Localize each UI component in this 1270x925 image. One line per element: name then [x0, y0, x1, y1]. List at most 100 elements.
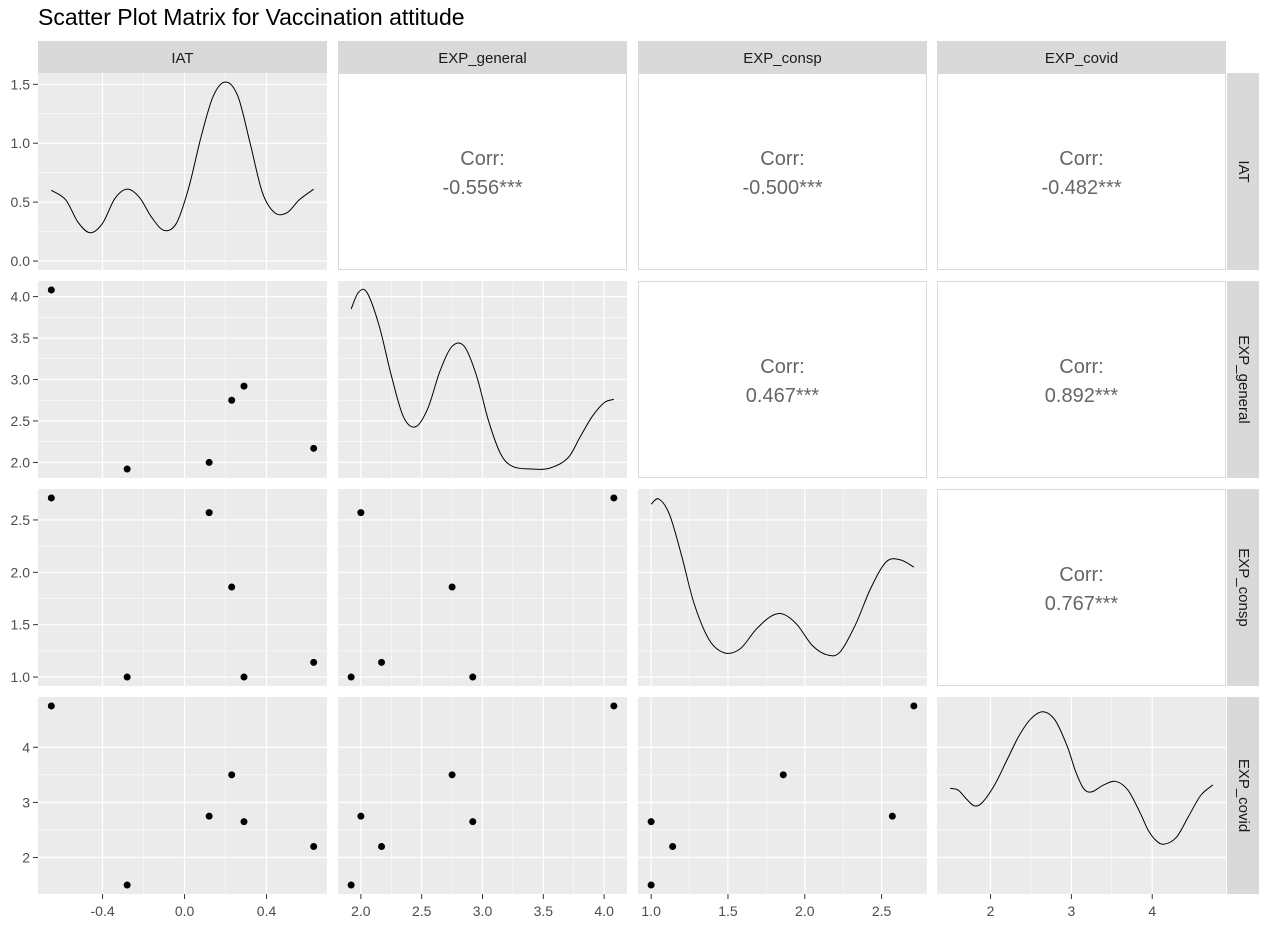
- density-line-EXP_consp: [650, 498, 915, 657]
- panel-EXP_covid-EXP_consp: [638, 697, 927, 894]
- y-tick-label: 4: [22, 739, 30, 755]
- corr-panel-bg: [937, 281, 1226, 478]
- panel-bg: [937, 697, 1226, 894]
- panel-bg: [38, 489, 327, 686]
- data-point: [448, 771, 456, 779]
- y-tick-label: 2.0: [11, 564, 31, 580]
- y-tick-label: 2.5: [11, 413, 31, 429]
- x-tick-label: 2.5: [412, 903, 432, 919]
- data-point: [123, 673, 131, 681]
- x-tick-label: 4: [1148, 903, 1156, 919]
- corr-label: Corr:: [1059, 564, 1103, 586]
- panel-bg: [38, 73, 327, 270]
- corr-value: 0.767***: [1045, 593, 1119, 615]
- panel-EXP_general-EXP_covid: Corr: 0.892***: [937, 281, 1226, 478]
- x-tick-label: 3.0: [473, 903, 493, 919]
- data-point: [240, 382, 248, 390]
- corr-panel-bg: [638, 281, 927, 478]
- corr-label: Corr:: [760, 148, 804, 170]
- x-tick-label: 4.0: [594, 903, 614, 919]
- row-strip-label: EXP_general: [1235, 335, 1252, 423]
- data-point: [205, 812, 213, 820]
- data-point: [347, 673, 355, 681]
- column-strip-label: EXP_consp: [743, 50, 821, 67]
- corr-panel-bg: [937, 73, 1226, 270]
- y-tick-label: 0.0: [11, 253, 31, 269]
- corr-value: 0.467***: [746, 385, 820, 407]
- column-strip-label: IAT: [171, 50, 193, 67]
- x-tick-label: 2: [987, 903, 995, 919]
- panel-EXP_covid-EXP_covid: [937, 697, 1226, 894]
- panel-EXP_covid-EXP_general: [338, 697, 627, 894]
- y-tick-label: 2.0: [11, 454, 31, 470]
- corr-value: -0.482***: [1041, 177, 1121, 199]
- corr-label: Corr:: [460, 148, 504, 170]
- corr-value: -0.500***: [742, 177, 822, 199]
- column-strip-EXP_general: [338, 41, 627, 73]
- y-tick-label: 1.0: [11, 669, 31, 685]
- data-point: [47, 702, 55, 710]
- row-strip-label: IAT: [1235, 160, 1252, 182]
- x-tick-label: 2.0: [351, 903, 371, 919]
- data-point: [647, 818, 655, 826]
- x-tick-label: 2.0: [795, 903, 815, 919]
- panel-IAT-EXP_general: Corr: -0.556***: [338, 73, 627, 270]
- corr-value: -0.556***: [442, 177, 522, 199]
- data-point: [610, 702, 618, 710]
- corr-label: Corr:: [1059, 148, 1103, 170]
- data-point: [47, 286, 55, 294]
- corr-panel-bg: [638, 73, 927, 270]
- row-strip-label: EXP_consp: [1235, 548, 1252, 626]
- panel-EXP_general-EXP_consp: Corr: 0.467***: [638, 281, 927, 478]
- data-point: [469, 818, 477, 826]
- corr-label: Corr:: [1059, 356, 1103, 378]
- panel-bg: [38, 697, 327, 894]
- data-point: [378, 658, 386, 666]
- chart-title: Scatter Plot Matrix for Vaccination atti…: [38, 4, 465, 30]
- panel-EXP_general-IAT: [38, 281, 327, 478]
- row-strip-EXP_consp: [1227, 489, 1259, 686]
- panel-IAT-EXP_covid: Corr: -0.482***: [937, 73, 1226, 270]
- y-tick-label: 1.0: [11, 135, 31, 151]
- x-tick-label: 3.5: [534, 903, 554, 919]
- data-point: [610, 494, 618, 502]
- panel-bg: [638, 489, 927, 686]
- x-tick-label: 1.5: [718, 903, 738, 919]
- y-tick-label: 3.5: [11, 330, 31, 346]
- panel-EXP_consp-EXP_covid: Corr: 0.767***: [937, 489, 1226, 686]
- column-strip-EXP_consp: [638, 41, 927, 73]
- density-line-IAT: [51, 81, 314, 234]
- data-point: [47, 494, 55, 502]
- data-point: [647, 881, 655, 889]
- column-strip-label: EXP_covid: [1045, 50, 1118, 67]
- data-point: [469, 673, 477, 681]
- y-tick-label: 1.5: [11, 617, 31, 633]
- y-tick-label: 3: [22, 794, 30, 810]
- panel-EXP_consp-EXP_general: [338, 489, 627, 686]
- y-tick-label: 4.0: [11, 289, 31, 305]
- y-tick-label: 1.5: [11, 76, 31, 92]
- data-point: [310, 842, 318, 850]
- row-strip-IAT: [1227, 73, 1259, 270]
- data-point: [123, 881, 131, 889]
- data-point: [357, 509, 365, 517]
- panel-IAT-EXP_consp: Corr: -0.500***: [638, 73, 927, 270]
- data-point: [205, 458, 213, 466]
- data-point: [357, 812, 365, 820]
- data-point: [205, 509, 213, 517]
- data-point: [779, 771, 787, 779]
- y-tick-label: 2.5: [11, 512, 31, 528]
- corr-value: 0.892***: [1045, 385, 1119, 407]
- column-strip-EXP_covid: [937, 41, 1226, 73]
- data-point: [228, 771, 236, 779]
- x-tick-label: 2.5: [872, 903, 892, 919]
- data-point: [228, 583, 236, 591]
- row-strip-label: EXP_covid: [1235, 759, 1252, 832]
- data-point: [378, 842, 386, 850]
- panel-bg: [638, 697, 927, 894]
- row-strip-EXP_covid: [1227, 697, 1259, 894]
- y-tick-label: 3.0: [11, 372, 31, 388]
- data-point: [123, 465, 131, 473]
- x-tick-label: 1.0: [641, 903, 661, 919]
